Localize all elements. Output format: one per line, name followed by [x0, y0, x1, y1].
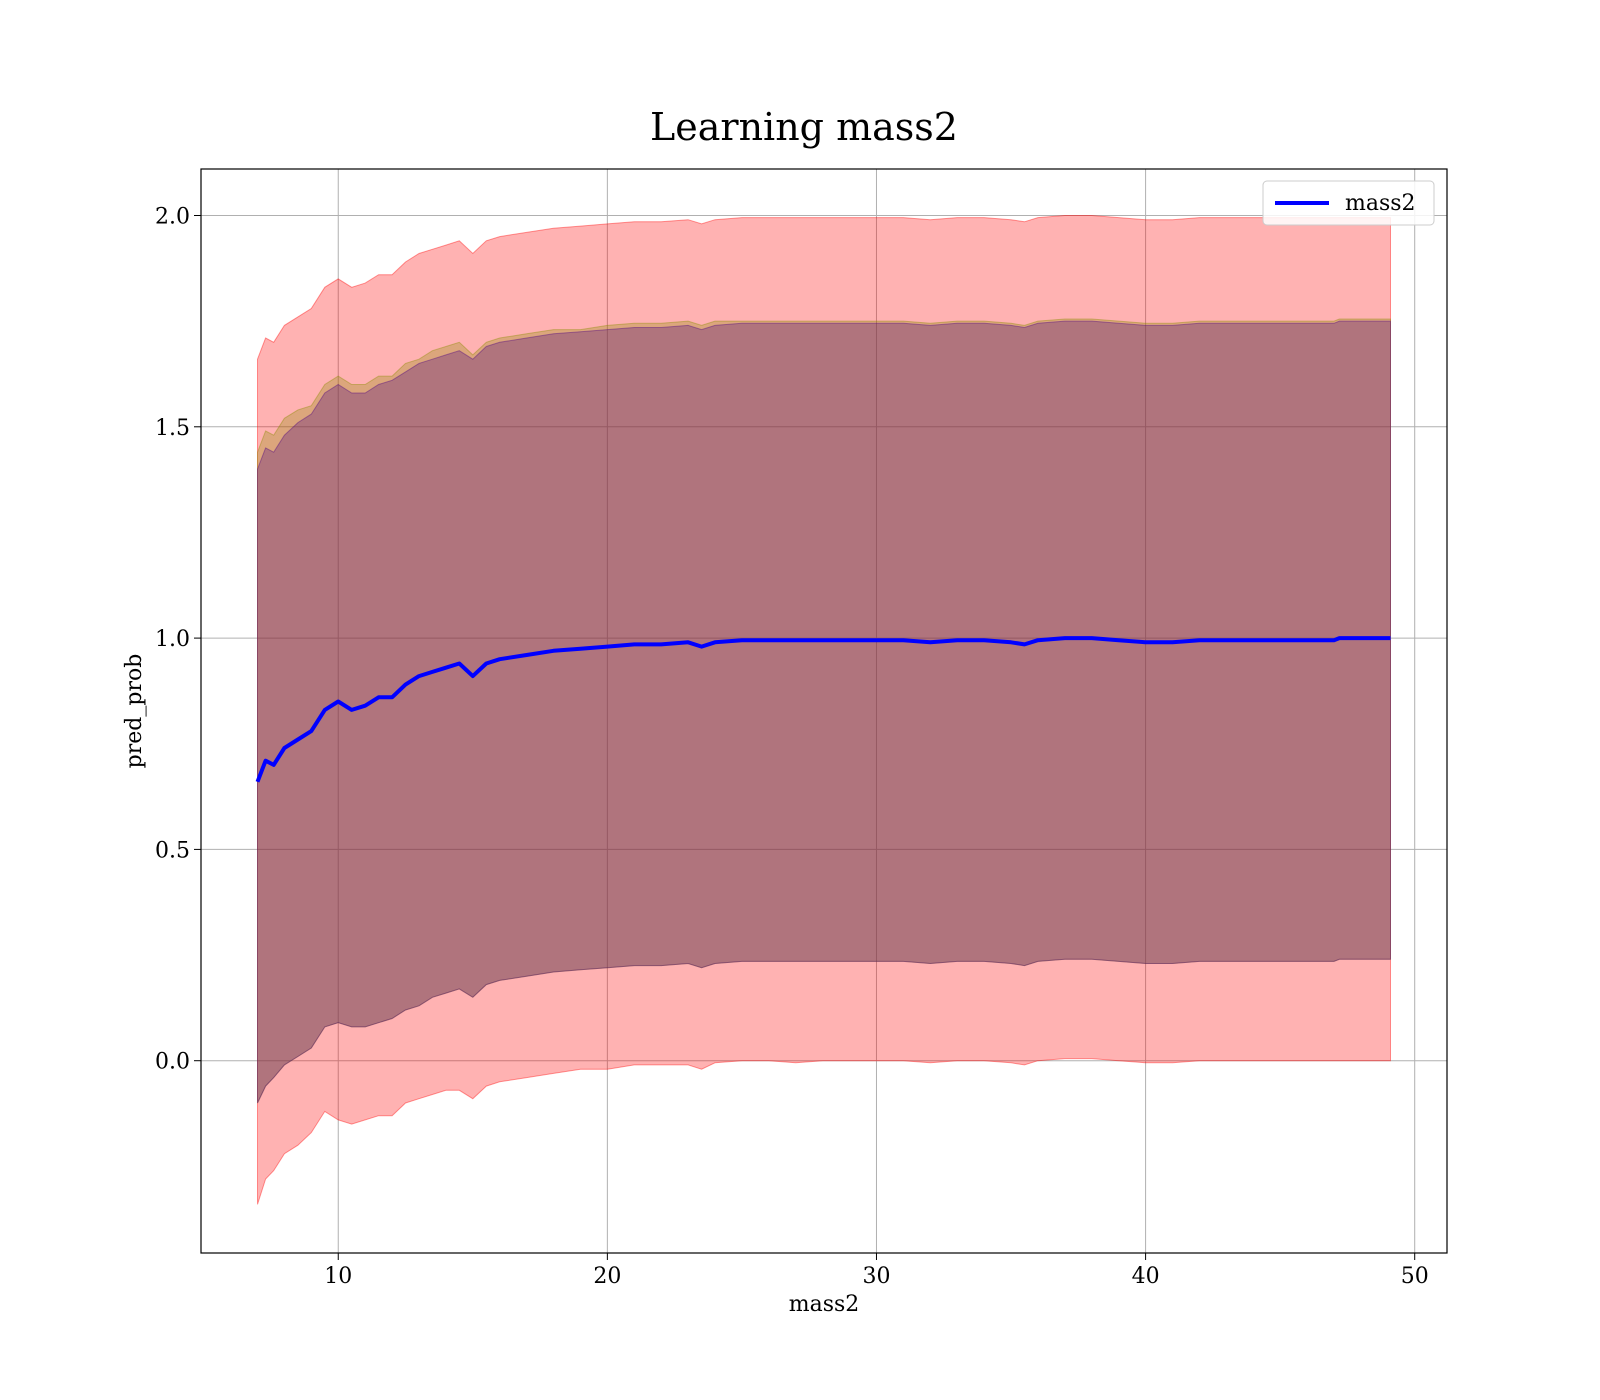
y-tick-label: 2.0 [155, 204, 190, 229]
legend-box [1262, 180, 1435, 226]
x-tick-label: 40 [1132, 1264, 1160, 1289]
x-axis-label: mass2 [789, 1292, 860, 1317]
confidence-band [257, 318, 1391, 1104]
plot-frame [200, 168, 1448, 1254]
series-line-mass2 [255, 636, 1391, 783]
x-tick-label: 10 [324, 1264, 352, 1289]
x-tick-label: 30 [862, 1264, 890, 1289]
y-tick-label: 0.0 [155, 1050, 190, 1075]
chart-title: Learning mass2 [650, 105, 958, 149]
legend: mass2 [1262, 180, 1435, 226]
y-axis-label: pred_prob [122, 654, 147, 769]
confidence-band [257, 215, 1391, 1205]
x-tick-label: 20 [593, 1264, 621, 1289]
y-tick-label: 1.0 [155, 627, 190, 652]
bands [257, 215, 1391, 1205]
confidence-band [257, 320, 1391, 1104]
y-tick-label: 1.5 [155, 416, 190, 441]
x-tick-label: 50 [1401, 1264, 1429, 1289]
grid [201, 169, 1447, 1253]
y-tick-label: 0.5 [155, 838, 190, 863]
ticks: 10 20 30 40 50 0.0 0.5 1.0 1.5 2.0 [155, 204, 1429, 1289]
series-lines [255, 636, 1391, 783]
legend-label: mass2 [1345, 191, 1416, 216]
